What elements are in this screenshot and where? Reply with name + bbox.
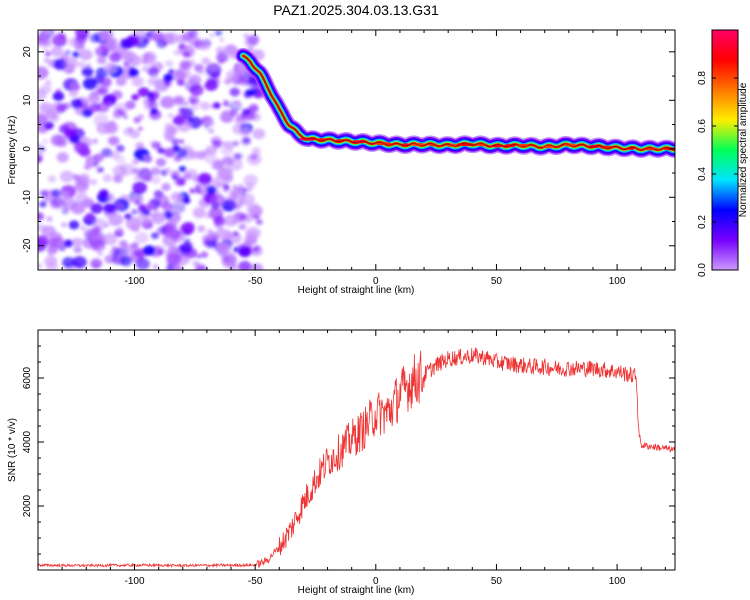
x-tick-label: 0 <box>373 576 379 587</box>
y-tick-label: -20 <box>22 238 33 253</box>
x-tick-label: -100 <box>125 276 145 287</box>
spectrogram-heatmap <box>38 30 675 270</box>
colorbar-tick-label: 0.0 <box>697 263 708 277</box>
snr-xlabel: Height of straight line (km) <box>298 585 415 596</box>
x-tick-label: 50 <box>491 276 503 287</box>
snr-ylabel: SNR (10 * v/v) <box>7 418 18 482</box>
y-tick-label: 20 <box>22 46 33 58</box>
x-tick-label: 50 <box>491 576 503 587</box>
y-tick-label: 6000 <box>22 366 33 389</box>
ridge-outline <box>242 55 675 151</box>
x-tick-label: 0 <box>373 276 379 287</box>
x-tick-label: -100 <box>125 576 145 587</box>
snr-axes: -100 -50 0 50 100 2000 4000 6000 <box>22 329 675 587</box>
spectrogram-xlabel: Height of straight line (km) <box>298 285 415 296</box>
colorbar-ticks: 0.0 0.2 0.4 0.6 0.8 <box>697 71 738 277</box>
colorbar-gradient <box>712 30 738 270</box>
colorbar-tick-label: 0.4 <box>697 167 708 181</box>
y-tick-label: 2000 <box>22 494 33 517</box>
y-tick-label: 0 <box>22 146 33 152</box>
x-tick-label: -50 <box>248 276 263 287</box>
y-tick-label: 4000 <box>22 430 33 453</box>
noise-blobs <box>38 30 266 270</box>
snr-frame <box>37 329 676 571</box>
figure-title: PAZ1.2025.304.03.13.G31 <box>273 2 439 18</box>
colorbar-frame <box>711 29 739 271</box>
x-tick-label: 100 <box>609 276 626 287</box>
colorbar: 0.0 0.2 0.4 0.6 0.8 Normalized spectral ampl… <box>697 29 749 277</box>
colorbar-tick-label: 0.8 <box>697 71 708 85</box>
spectrogram-frame <box>37 29 676 271</box>
colorbar-tick-label: 0.2 <box>697 215 708 229</box>
snr-series-line <box>38 347 675 569</box>
spectrogram-ylabel: Frequency (Hz) <box>7 116 18 185</box>
x-tick-label: 100 <box>609 576 626 587</box>
colorbar-tick-label: 0.6 <box>697 119 708 133</box>
colorbar-label: Normalized spectral amplitude <box>738 82 749 217</box>
x-tick-label: -50 <box>248 576 263 587</box>
snr-panel: -100 -50 0 50 100 2000 4000 6000 Height of stra… <box>7 329 676 596</box>
y-tick-label: 10 <box>22 94 33 106</box>
y-tick-label: -10 <box>22 190 33 205</box>
